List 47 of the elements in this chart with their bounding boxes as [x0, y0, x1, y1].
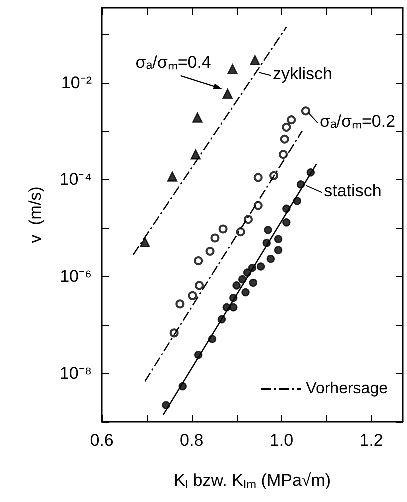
point [194, 256, 204, 266]
legend-label: Vorhersage [306, 380, 388, 398]
point [287, 116, 296, 125]
point [236, 228, 246, 237]
point [282, 218, 291, 227]
point [282, 122, 292, 132]
point [279, 150, 288, 160]
point [230, 303, 238, 312]
point [218, 224, 228, 234]
point [228, 64, 238, 74]
point [301, 106, 310, 116]
point [206, 247, 215, 256]
annotation: zyklisch [272, 65, 333, 84]
point [266, 255, 276, 264]
x-tick-label: 1.0 [270, 431, 294, 450]
point [254, 201, 263, 210]
point [250, 55, 260, 66]
x-tick-label: 0.8 [180, 431, 204, 450]
point [194, 281, 204, 290]
point [190, 150, 201, 160]
point [210, 234, 220, 243]
point [244, 215, 253, 224]
point [264, 226, 272, 234]
point [188, 291, 198, 300]
x-tick-label: 1.2 [360, 431, 384, 450]
point [192, 112, 203, 123]
y-axis-title: v (m/s) [26, 186, 45, 244]
y-tick-label: 10⁻⁸ [60, 364, 92, 384]
point [256, 262, 266, 271]
point [274, 246, 283, 254]
point [274, 235, 283, 244]
point [232, 282, 241, 290]
point [222, 88, 233, 100]
point [140, 237, 150, 248]
point [249, 278, 258, 288]
point [280, 134, 290, 144]
annotation: statisch [324, 182, 382, 202]
point [167, 172, 178, 182]
y-tick-label: 10⁻⁴ [60, 170, 92, 190]
point [254, 173, 263, 182]
y-tick-label: 10⁻⁶ [60, 267, 92, 286]
point [176, 300, 185, 309]
x-tick-label: 0.6 [90, 431, 114, 450]
y-tick-label: 10⁻² [61, 73, 92, 92]
annotation: σₐ/σₘ=0.2 [320, 112, 396, 132]
point [242, 288, 250, 297]
annotation: σₐ/σₘ=0.4 [136, 53, 212, 72]
